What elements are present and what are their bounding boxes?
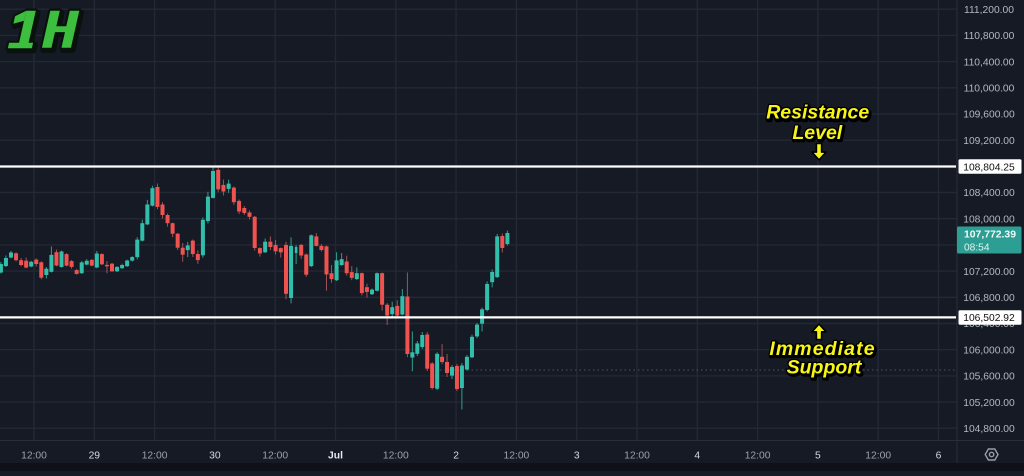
- svg-text:29: 29: [89, 451, 101, 462]
- svg-text:106,502.92: 106,502.92: [963, 313, 1015, 324]
- svg-text:107,772.39: 107,772.39: [964, 229, 1016, 240]
- svg-text:5: 5: [815, 451, 821, 462]
- svg-text:6: 6: [936, 451, 942, 462]
- svg-text:12:00: 12:00: [504, 451, 530, 462]
- svg-text:12:00: 12:00: [624, 451, 650, 462]
- svg-text:3: 3: [574, 451, 580, 462]
- svg-text:4: 4: [694, 451, 700, 462]
- svg-text:Level: Level: [792, 122, 842, 144]
- svg-text:108,400.00: 108,400.00: [963, 188, 1015, 199]
- svg-text:105,200.00: 105,200.00: [963, 398, 1015, 409]
- svg-text:12:00: 12:00: [383, 451, 409, 462]
- svg-text:109,200.00: 109,200.00: [963, 136, 1015, 147]
- svg-text:110,800.00: 110,800.00: [964, 31, 1015, 42]
- svg-text:Immediate: Immediate: [771, 339, 877, 361]
- svg-text:12:00: 12:00: [21, 451, 47, 462]
- svg-text:Resistance: Resistance: [767, 103, 870, 125]
- svg-text:106,000.00: 106,000.00: [963, 345, 1015, 356]
- svg-text:105,600.00: 105,600.00: [963, 372, 1015, 383]
- svg-text:104,800.00: 104,800.00: [963, 424, 1015, 435]
- svg-text:08:54: 08:54: [964, 242, 990, 253]
- svg-text:Support: Support: [787, 356, 863, 378]
- svg-text:110,400.00: 110,400.00: [964, 57, 1015, 68]
- svg-text:12:00: 12:00: [745, 451, 771, 462]
- svg-text:Resistance: Resistance: [766, 102, 869, 124]
- svg-text:Immediate: Immediate: [769, 338, 875, 360]
- svg-text:2: 2: [453, 451, 459, 462]
- svg-text:106,800.00: 106,800.00: [963, 293, 1015, 304]
- svg-text:12:00: 12:00: [142, 451, 168, 462]
- svg-text:Support: Support: [788, 358, 864, 380]
- svg-text:12:00: 12:00: [262, 451, 288, 462]
- svg-text:30: 30: [209, 451, 221, 462]
- svg-text:108,804.25: 108,804.25: [963, 162, 1015, 173]
- svg-text:12:00: 12:00: [865, 451, 891, 462]
- svg-text:111,200.00: 111,200.00: [964, 5, 1014, 16]
- svg-text:Level: Level: [794, 123, 844, 145]
- svg-text:Jul: Jul: [328, 451, 343, 462]
- svg-text:109,600.00: 109,600.00: [963, 110, 1015, 121]
- svg-text:110,000.00: 110,000.00: [964, 84, 1015, 95]
- svg-text:108,000.00: 108,000.00: [963, 214, 1015, 225]
- svg-text:107,200.00: 107,200.00: [963, 267, 1015, 278]
